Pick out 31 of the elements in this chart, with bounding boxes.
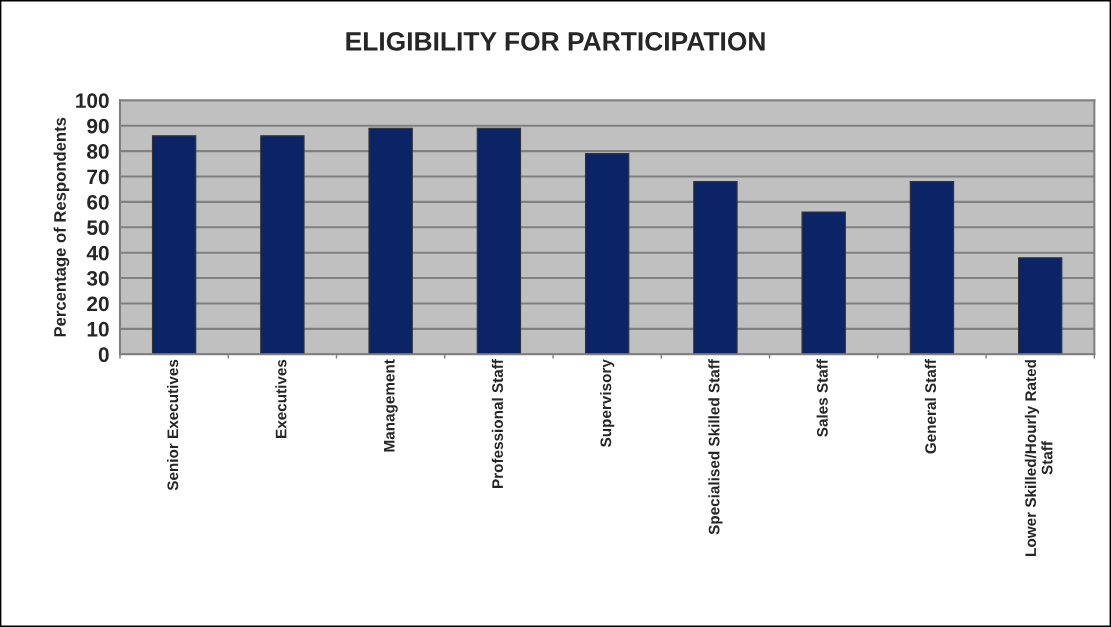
y-axis-title: Percentage of Respondents [53,117,70,337]
bar [368,127,413,355]
y-tick-label: 30 [86,271,109,286]
y-tick-label: 80 [87,144,109,159]
bar [584,153,630,355]
y-tick-label: 100 [76,93,109,109]
bar [1017,257,1063,355]
bar [151,135,197,355]
x-tick-label: Sales Staff [816,359,828,437]
y-tick-label: 0 [98,347,109,363]
y-tick-label: 60 [87,194,109,210]
bar [693,181,738,355]
y-tick-label: 50 [87,220,109,236]
x-tick-label: Specialised Skilled Staff [708,359,723,535]
x-tick-label: Executives [275,359,287,438]
y-tick-label: 10 [87,321,109,337]
y-tick-label: 20 [87,296,109,312]
x-tick-label: Management [384,359,398,452]
x-tick-label: General Staff [924,359,937,454]
x-tick-label: Supervisory [600,359,615,447]
y-tick-label: 70 [87,169,109,185]
y-tick-label: 40 [86,245,109,261]
bar [476,127,522,355]
x-tick-label: Lower Skilled/Hourly Rated Staff [1024,360,1053,556]
bar [260,135,305,355]
x-tick-label: Senior Executives [167,359,179,491]
bar [801,211,846,355]
chart-title: ELIGIBILITY FOR PARTICIPATION [346,32,765,51]
y-tick-label: 90 [87,118,109,134]
x-tick-label: Professional Staff [491,359,503,488]
bar [909,181,955,355]
